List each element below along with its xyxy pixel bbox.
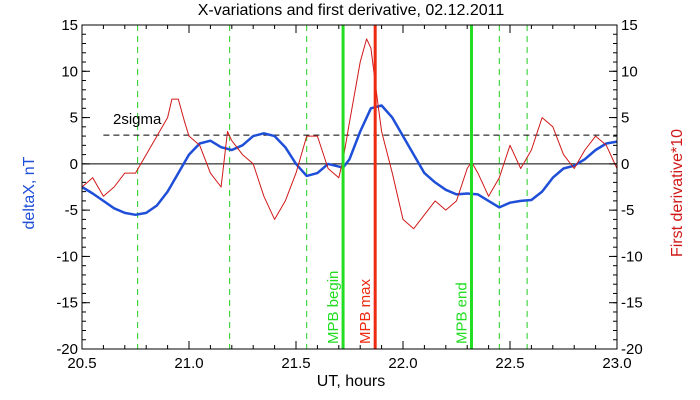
x-tick-label: 21.5 — [281, 355, 310, 372]
x-tick-label: 20.5 — [67, 355, 96, 372]
marker-label: MPB end — [453, 282, 470, 344]
y-tick-label-left: 5 — [70, 110, 78, 127]
y-axis-left-label: deltaX, nT — [21, 156, 38, 229]
y-tick-label-left: -5 — [65, 202, 78, 219]
y-tick-label-right: -20 — [621, 341, 643, 358]
x-tick-label: 21.0 — [174, 355, 203, 372]
axes-group: 20.5 21.0 21.5 22.0 22.5 23.0-20 -20-15 -15-10-… — [56, 17, 642, 372]
marker-label: MPB max — [357, 278, 374, 344]
y-tick-label-left: 10 — [61, 63, 78, 80]
x-tick-label: 22.5 — [495, 355, 524, 372]
plot-area — [82, 25, 617, 349]
sigma-label: 2sigma — [113, 111, 162, 128]
y-tick-label-right: 15 — [621, 17, 638, 34]
y-tick-label-left: -20 — [56, 341, 78, 358]
y-tick-label-left: 0 — [70, 156, 78, 173]
y-tick-label-right: 5 — [621, 110, 629, 127]
x-tick-label: 22.0 — [388, 355, 417, 372]
y-axis-right-label: First derivative*10 — [669, 129, 686, 257]
axes-frame — [81, 24, 618, 350]
y-tick-label-right: 0 — [621, 156, 629, 173]
x-tick-label: 23.0 — [602, 355, 631, 372]
marker-label: MPB begin — [325, 271, 342, 344]
y-tick-label-left: -10 — [56, 248, 78, 265]
y-tick-label-right: -10 — [621, 248, 643, 265]
chart-title: X-variations and first derivative, 02.12… — [198, 2, 505, 19]
y-tick-label-left: -15 — [56, 295, 78, 312]
y-tick-label-right: 10 — [621, 63, 638, 80]
series-deltaX — [81, 104, 618, 217]
series-derivative — [81, 38, 618, 230]
x-axis-label: UT, hours — [317, 373, 385, 390]
series-group — [81, 38, 618, 230]
y-tick-label-left: 15 — [61, 17, 78, 34]
y-tick-label-right: -5 — [621, 202, 634, 219]
y-tick-label-right: -15 — [621, 295, 643, 312]
marker-group: MPB begin MPB max MPB end — [325, 25, 473, 349]
